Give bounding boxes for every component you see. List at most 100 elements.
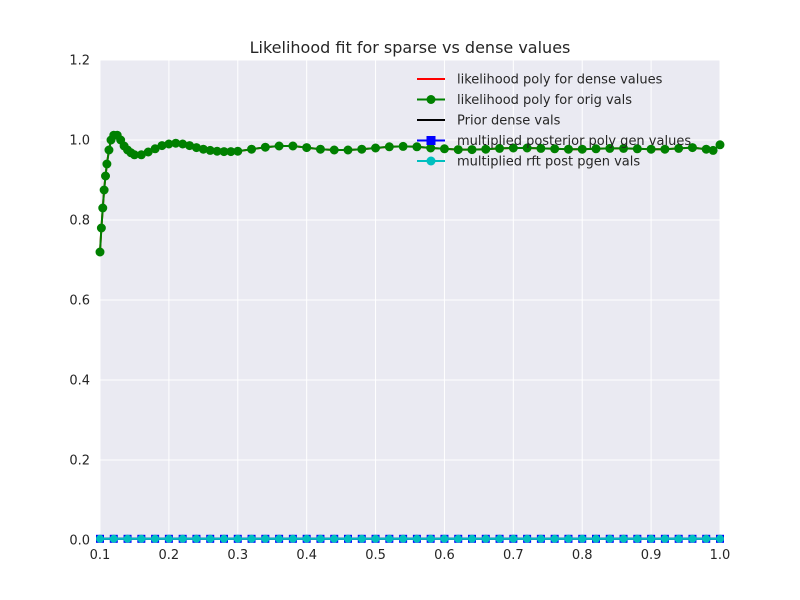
x-tick-label: 0.9 xyxy=(641,548,662,563)
legend-label: multiplied posterior poly gen values xyxy=(457,134,691,149)
legend-label: likelihood poly for dense values xyxy=(457,73,663,88)
data-point xyxy=(96,534,104,543)
data-point xyxy=(660,144,670,154)
y-tick-label: 0.2 xyxy=(69,454,90,469)
data-point xyxy=(275,534,284,543)
data-point xyxy=(98,203,108,213)
data-point xyxy=(398,141,408,151)
data-point xyxy=(453,145,463,155)
x-tick-label: 0.5 xyxy=(365,548,386,563)
data-point xyxy=(481,144,491,154)
data-point xyxy=(329,145,339,155)
data-point xyxy=(688,534,697,543)
legend: likelihood poly for dense values likeliho… xyxy=(417,73,691,170)
legend-item: likelihood poly for orig vals xyxy=(417,93,632,108)
data-point xyxy=(550,144,560,154)
data-point xyxy=(716,534,724,543)
data-point xyxy=(467,145,477,155)
data-point xyxy=(536,143,546,153)
legend-marker xyxy=(426,156,436,166)
data-point xyxy=(302,534,311,543)
data-point xyxy=(646,144,656,154)
legend-item: likelihood poly for dense values xyxy=(417,73,663,88)
legend-label: Prior dense vals xyxy=(457,114,561,129)
data-point xyxy=(260,142,270,152)
data-point xyxy=(481,534,490,543)
y-tick-label: 0.8 xyxy=(69,214,90,229)
data-point xyxy=(385,534,394,543)
data-point xyxy=(109,534,118,543)
series xyxy=(95,130,725,543)
tick-labels: 0.1 0.2 0.3 0.4 0.5 0.6 0.7 0.8 0.9 1.0 0.0 0.2 0.4 0… xyxy=(69,54,730,564)
y-tick-label: 0.4 xyxy=(69,374,90,389)
data-point xyxy=(412,534,421,543)
data-point xyxy=(564,534,573,543)
data-point xyxy=(633,534,642,543)
data-point xyxy=(702,534,711,543)
data-point xyxy=(523,534,532,543)
data-point xyxy=(619,534,628,543)
data-point xyxy=(605,534,614,543)
data-point xyxy=(563,144,573,154)
data-point xyxy=(206,534,215,543)
data-point xyxy=(344,534,352,543)
data-point xyxy=(220,534,228,543)
grid xyxy=(99,59,721,541)
data-point xyxy=(426,534,435,543)
data-point xyxy=(399,534,408,543)
data-point xyxy=(315,144,325,154)
legend-label: likelihood poly for orig vals xyxy=(457,93,632,108)
x-tick-label: 0.8 xyxy=(572,548,593,563)
data-point xyxy=(99,185,109,195)
y-tick-label: 1.2 xyxy=(69,54,90,69)
data-point xyxy=(233,534,242,543)
data-point xyxy=(674,143,684,153)
data-point xyxy=(495,534,504,543)
x-tick-label: 0.7 xyxy=(503,548,524,563)
series-1 xyxy=(95,130,725,257)
data-point xyxy=(536,534,545,543)
data-point xyxy=(288,534,297,543)
data-point xyxy=(439,144,449,154)
x-tick-label: 0.4 xyxy=(296,548,317,563)
y-tick-label: 0.0 xyxy=(69,534,90,549)
data-point xyxy=(619,143,629,153)
data-point xyxy=(192,534,201,543)
legend-item: Prior dense vals xyxy=(417,114,561,129)
data-point xyxy=(577,144,587,154)
data-point xyxy=(343,145,353,155)
legend-label: multiplied rft post pgen vals xyxy=(457,155,640,170)
data-point xyxy=(316,534,325,543)
data-point xyxy=(426,143,436,153)
data-point xyxy=(660,534,669,543)
y-tick-label: 1.0 xyxy=(69,134,90,149)
data-point xyxy=(647,534,656,543)
data-point xyxy=(123,534,132,543)
x-tick-label: 0.6 xyxy=(434,548,455,563)
data-point xyxy=(233,146,243,156)
series-4 xyxy=(96,534,724,543)
data-point xyxy=(95,247,105,257)
data-point xyxy=(708,145,718,155)
data-point xyxy=(274,141,284,151)
data-point xyxy=(522,143,532,153)
data-point xyxy=(440,534,449,543)
legend-marker xyxy=(426,136,436,145)
data-point xyxy=(592,534,600,543)
data-point xyxy=(550,534,559,543)
data-point xyxy=(247,534,256,543)
legend-item: multiplied posterior poly gen values xyxy=(417,134,691,149)
x-tick-label: 1.0 xyxy=(710,548,731,563)
data-point xyxy=(101,171,111,181)
data-point xyxy=(468,534,476,543)
x-tick-label: 0.3 xyxy=(227,548,248,563)
data-point xyxy=(261,534,270,543)
data-point xyxy=(674,534,683,543)
data-point xyxy=(384,142,394,152)
data-point xyxy=(330,534,339,543)
data-point xyxy=(371,534,380,543)
data-point xyxy=(104,145,114,155)
data-point xyxy=(454,534,463,543)
data-point xyxy=(591,144,601,154)
